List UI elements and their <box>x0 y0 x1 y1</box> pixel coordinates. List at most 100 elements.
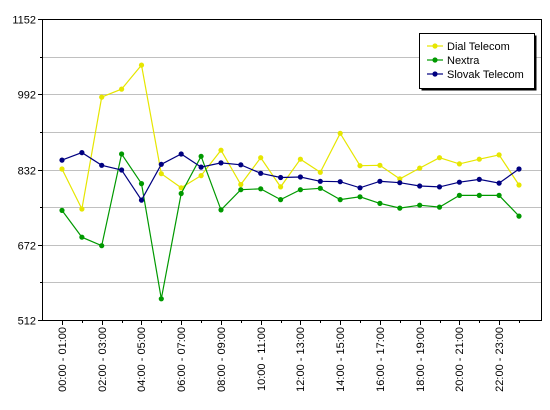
legend-swatch-marker <box>432 57 438 63</box>
data-point <box>218 160 224 166</box>
legend-label: Dial Telecom <box>447 41 510 53</box>
data-point <box>456 161 462 167</box>
data-point <box>238 181 244 188</box>
data-point <box>59 207 65 213</box>
legend-label: Nextra <box>447 55 480 67</box>
data-point <box>79 206 85 212</box>
data-point <box>337 197 343 203</box>
data-point <box>496 152 502 158</box>
data-point <box>456 179 462 185</box>
series-line <box>61 152 520 299</box>
data-point <box>158 171 164 177</box>
data-point <box>119 151 125 157</box>
plot-area <box>42 19 542 321</box>
data-point <box>138 197 145 203</box>
legend-box <box>419 33 535 89</box>
data-point <box>337 130 343 136</box>
y-tick-label: 672 <box>18 241 36 253</box>
data-point <box>337 179 343 185</box>
x-tick-label: 22:00 - 23:00 <box>494 327 506 392</box>
series-lines <box>59 62 522 302</box>
data-point <box>417 202 423 208</box>
data-point <box>278 197 284 203</box>
data-point <box>158 161 164 167</box>
data-point <box>377 162 383 168</box>
data-point <box>59 157 65 163</box>
data-point <box>397 205 403 211</box>
data-point <box>516 182 522 188</box>
series-slovak-telecom <box>59 150 522 203</box>
x-tick-label: 10:00 - 11:00 <box>256 327 268 391</box>
y-tick-label: 992 <box>18 90 36 102</box>
series-dial-telecom <box>59 62 522 212</box>
data-point <box>397 180 403 186</box>
data-point <box>377 178 383 184</box>
grid-lines <box>42 57 541 283</box>
x-tick-label: 06:00 - 07:00 <box>176 327 188 392</box>
y-tick-label: 832 <box>18 166 36 178</box>
data-point <box>377 200 383 206</box>
x-tick-label: 20:00 - 21:00 <box>454 327 466 392</box>
data-point <box>397 176 403 182</box>
data-point <box>456 192 462 198</box>
data-point <box>99 94 105 100</box>
data-point <box>158 296 164 302</box>
data-point <box>178 151 184 157</box>
data-point <box>476 176 482 182</box>
legend-label: Slovak Telecom <box>447 69 524 81</box>
legend-swatch-marker <box>432 43 438 49</box>
data-point <box>516 166 522 172</box>
data-point <box>238 162 244 168</box>
data-point <box>436 204 443 210</box>
data-point <box>99 243 105 249</box>
data-point <box>198 153 204 159</box>
x-tick-label: 00:00 - 01:00 <box>57 327 69 392</box>
data-point <box>119 86 125 92</box>
data-point <box>436 155 443 161</box>
data-point <box>138 181 145 187</box>
axes: 512 672 832 992 1152 00:00 - 01:00 02:00 - 03:… <box>12 15 520 392</box>
data-point <box>198 164 204 170</box>
data-point <box>238 187 244 193</box>
data-point <box>297 156 303 162</box>
series-nextra <box>59 151 522 302</box>
x-tick-label: 04:00 - 05:00 <box>136 327 148 392</box>
data-point <box>99 162 105 168</box>
data-point <box>317 185 323 191</box>
data-point <box>198 173 204 179</box>
x-tick-label: 02:00 - 03:00 <box>97 327 109 392</box>
data-point <box>297 174 303 180</box>
data-point <box>218 207 224 213</box>
x-tick-label: 16:00 - 17:00 <box>375 327 387 392</box>
data-point <box>417 165 423 171</box>
data-point <box>278 174 284 181</box>
legend: Dial Telecom Nextra Slovak Telecom <box>419 33 537 91</box>
data-point <box>258 170 264 176</box>
x-tick-label: 08:00 - 09:00 <box>216 327 228 392</box>
y-tick-label: 512 <box>18 316 36 328</box>
x-tick-label: 18:00 - 19:00 <box>415 327 427 392</box>
data-point <box>218 147 224 153</box>
data-point <box>79 234 85 240</box>
data-point <box>317 169 323 175</box>
data-point <box>417 183 423 189</box>
data-point <box>317 178 323 184</box>
data-point <box>297 187 303 193</box>
data-point <box>476 156 482 162</box>
data-point <box>516 213 522 219</box>
data-point <box>436 184 443 190</box>
data-point <box>178 190 184 197</box>
data-point <box>496 180 502 186</box>
data-point <box>278 184 284 190</box>
data-point <box>357 194 363 200</box>
data-point <box>178 185 184 191</box>
series-line <box>61 63 520 211</box>
series-line <box>61 151 520 202</box>
x-tick-label: 12:00 - 13:00 <box>295 327 307 392</box>
data-point <box>357 163 363 169</box>
y-tick-label: 1152 <box>12 15 36 27</box>
data-point <box>476 192 482 198</box>
data-point <box>258 186 264 192</box>
data-point <box>496 192 502 198</box>
